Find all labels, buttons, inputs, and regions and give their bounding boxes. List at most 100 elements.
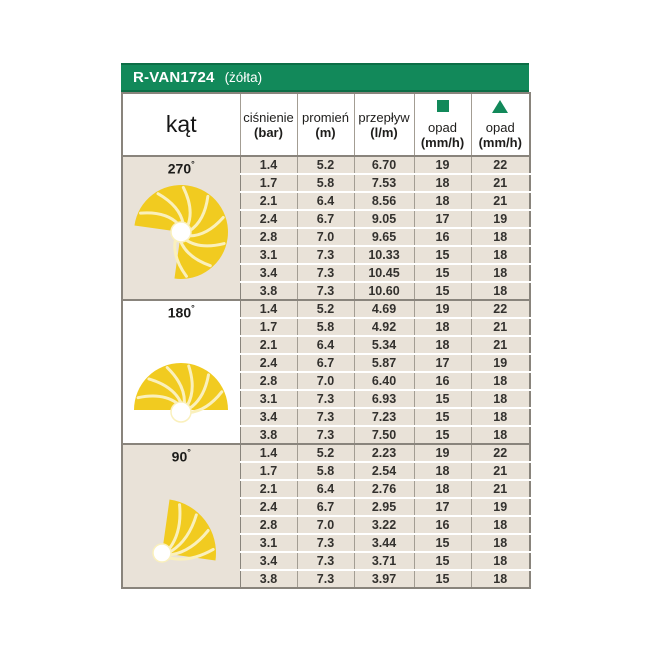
column-label: opad: [428, 119, 457, 135]
data-cell: 7.3: [297, 551, 355, 570]
product-variant: (żółta): [224, 70, 263, 85]
data-cell: 7.23: [354, 407, 415, 426]
data-cell: 5.8: [297, 461, 355, 480]
table-row: 2.1 6.4 5.34 18 21: [122, 335, 531, 354]
data-cell: 3.71: [354, 551, 415, 570]
column-header-flow: przepływ (l/m): [354, 93, 415, 157]
table-row: 90° 1.4 5.2 2.23 19 22: [122, 443, 531, 588]
data-cell: 6.7: [297, 353, 355, 372]
data-cell: 18: [471, 569, 531, 588]
data-cell: 18: [471, 263, 531, 282]
table-row: 2.4 6.7 9.05 17 19: [122, 209, 531, 228]
data-cell: 3.8: [240, 281, 298, 300]
data-cell: 3.4: [240, 263, 298, 282]
table-row: 1.7 5.8 7.53 18 21: [122, 173, 531, 192]
column-unit: (mm/h): [420, 134, 465, 150]
data-cell: 2.23: [354, 443, 415, 462]
table-row: 3.8 7.3 10.60 15 18: [122, 281, 531, 300]
data-cell: 2.4: [240, 209, 298, 228]
data-cell: 1.7: [240, 317, 298, 336]
data-cell: 6.7: [297, 497, 355, 516]
product-model: R-VAN1724: [133, 69, 215, 86]
table-row: 3.4 7.3 10.45 15 18: [122, 263, 531, 282]
column-label: ciśnienie: [243, 109, 294, 125]
column-unit: (m): [315, 124, 336, 140]
table-row: 3.1 7.3 6.93 15 18: [122, 389, 531, 408]
data-cell: 3.22: [354, 515, 415, 534]
data-cell: 21: [471, 317, 531, 336]
data-cell: 3.97: [354, 569, 415, 588]
column-unit: (l/m): [370, 124, 398, 140]
data-cell: 3.8: [240, 569, 298, 588]
data-cell: 15: [414, 425, 472, 444]
data-cell: 22: [471, 155, 531, 174]
data-cell: 22: [471, 443, 531, 462]
data-cell: 7.3: [297, 425, 355, 444]
data-cell: 5.87: [354, 353, 415, 372]
data-cell: 7.0: [297, 227, 355, 246]
table-row: 2.8 7.0 3.22 16 18: [122, 515, 531, 534]
data-cell: 15: [414, 281, 472, 300]
data-cell: 21: [471, 335, 531, 354]
data-cell: 7.53: [354, 173, 415, 192]
data-cell: 5.2: [297, 299, 355, 318]
data-cell: 5.2: [297, 155, 355, 174]
data-cell: 5.8: [297, 317, 355, 336]
data-cell: 7.3: [297, 533, 355, 552]
column-label: promień: [302, 109, 349, 125]
data-cell: 2.1: [240, 191, 298, 210]
header-row: kąt ciśnienie (bar) promień (m) przepływ…: [122, 93, 531, 157]
table-row: 3.4 7.3 3.71 15 18: [122, 551, 531, 570]
data-cell: 17: [414, 497, 472, 516]
title-bar: R-VAN1724 (żółta): [121, 63, 529, 92]
data-cell: 7.3: [297, 407, 355, 426]
data-cell: 6.4: [297, 479, 355, 498]
data-cell: 4.92: [354, 317, 415, 336]
data-cell: 7.3: [297, 245, 355, 264]
data-cell: 1.7: [240, 173, 298, 192]
data-cell: 19: [471, 497, 531, 516]
data-cell: 18: [471, 371, 531, 390]
table-row: 2.4 6.7 5.87 17 19: [122, 353, 531, 372]
data-cell: 10.45: [354, 263, 415, 282]
column-header-precipitation-square: opad (mm/h): [414, 93, 472, 157]
table-row: 3.4 7.3 7.23 15 18: [122, 407, 531, 426]
data-cell: 15: [414, 245, 472, 264]
data-cell: 6.7: [297, 209, 355, 228]
angle-cell-90: 90°: [122, 443, 241, 588]
data-cell: 15: [414, 533, 472, 552]
data-cell: 2.54: [354, 461, 415, 480]
data-cell: 7.3: [297, 281, 355, 300]
data-cell: 2.8: [240, 371, 298, 390]
data-cell: 1.7: [240, 461, 298, 480]
column-header-angle: kąt: [122, 93, 241, 157]
data-cell: 3.1: [240, 389, 298, 408]
data-cell: 15: [414, 407, 472, 426]
data-cell: 3.4: [240, 551, 298, 570]
table-row: 2.8 7.0 6.40 16 18: [122, 371, 531, 390]
data-cell: 2.1: [240, 479, 298, 498]
table-row: 270° 1.4 5.2 6.70 19 22: [122, 155, 531, 300]
table-row: 2.1 6.4 2.76 18 21: [122, 479, 531, 498]
data-cell: 18: [471, 407, 531, 426]
data-cell: 18: [414, 461, 472, 480]
table-row: 2.8 7.0 9.65 16 18: [122, 227, 531, 246]
data-cell: 6.70: [354, 155, 415, 174]
data-cell: 18: [414, 191, 472, 210]
data-cell: 7.3: [297, 569, 355, 588]
angle-label: 180°: [167, 303, 195, 321]
data-cell: 2.4: [240, 353, 298, 372]
angle-cell-270: 270°: [122, 155, 241, 300]
data-cell: 7.0: [297, 515, 355, 534]
data-cell: 18: [414, 317, 472, 336]
data-cell: 18: [471, 515, 531, 534]
data-cell: 7.3: [297, 263, 355, 282]
data-cell: 21: [471, 173, 531, 192]
angle-label: 270°: [167, 159, 195, 177]
data-cell: 8.56: [354, 191, 415, 210]
data-cell: 6.40: [354, 371, 415, 390]
data-cell: 15: [414, 569, 472, 588]
data-cell: 22: [471, 299, 531, 318]
table-row: 3.1 7.3 3.44 15 18: [122, 533, 531, 552]
